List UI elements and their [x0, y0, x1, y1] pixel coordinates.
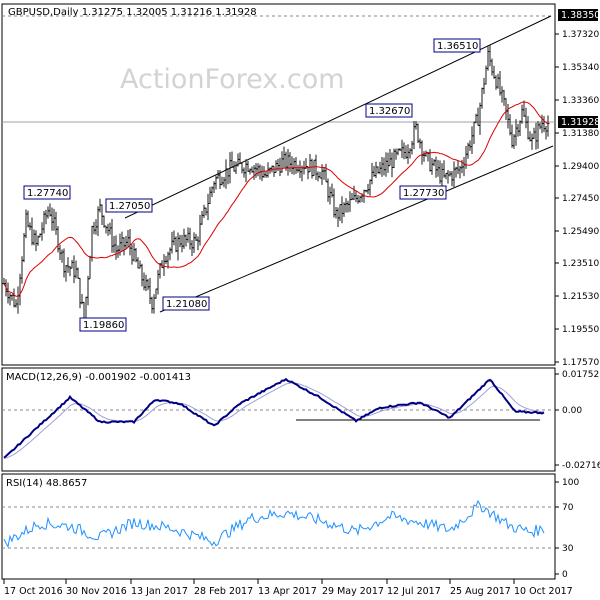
price-tick-label: 1.35340 — [562, 63, 599, 73]
price-tick-label: 1.29400 — [562, 162, 599, 172]
price-annotation: 1.32670 — [365, 103, 413, 118]
time-tick-label: 30 Nov 2016 — [66, 586, 127, 597]
top-level-tag — [558, 9, 598, 21]
macd-main-line — [3, 377, 545, 459]
time-axis: 17 Oct 2016 30 Nov 2016 13 Jan 2017 28 Feb … — [3, 579, 573, 597]
price-annotation-label: 1.19860 — [83, 320, 124, 331]
price-tick-label: 1.33360 — [562, 96, 599, 106]
price-annotation-label: 1.21080 — [166, 299, 207, 310]
rsi-line — [3, 499, 545, 549]
price-tick-label: 1.23510 — [562, 259, 599, 269]
price-tick-label: 1.21530 — [562, 292, 599, 302]
channel-lower-line — [159, 145, 554, 313]
macd-panel: MACD(12,26,9) -0.001902 -0.001413 0.0175… — [1, 367, 600, 472]
price-annotation-label: 1.36510 — [437, 41, 478, 52]
price-annotation: 1.21080 — [162, 296, 210, 311]
price-tick-label: 1.27450 — [562, 194, 599, 204]
time-tick-label: 10 Oct 2017 — [514, 586, 573, 597]
rsi-tick-label: 30 — [562, 544, 574, 554]
time-tick-label: 29 May 2017 — [322, 586, 384, 597]
rsi-title: RSI(14) 48.8657 — [6, 478, 87, 489]
rsi-panel-frame — [1, 473, 556, 580]
price-panel-frame — [1, 3, 556, 366]
price-tick-label: 1.19550 — [562, 325, 599, 335]
price-tick-label: 1.31380 — [562, 129, 599, 139]
time-tick-label: 28 Feb 2017 — [194, 586, 253, 597]
rsi-axis: 100 70 30 0 — [555, 478, 579, 580]
macd-title: MACD(12,26,9) -0.001902 -0.001413 — [6, 372, 191, 383]
top-level-tag-text: 1.38350 — [561, 10, 600, 21]
moving-average-line — [3, 101, 549, 297]
price-annotation: 1.36510 — [433, 38, 481, 53]
rsi-tick-label: 70 — [562, 503, 574, 513]
price-annotation-label: 1.27050 — [109, 201, 150, 212]
price-annotations: 1.36510 1.32670 1.27740 1.27050 1.27730 1.210… — [23, 38, 481, 332]
time-tick-label: 17 Oct 2016 — [4, 586, 63, 597]
time-tick-label: 13 Jan 2017 — [131, 586, 188, 597]
price-annotation: 1.27740 — [23, 185, 71, 200]
price-annotation: 1.27050 — [105, 198, 153, 213]
price-annotation: 1.19860 — [79, 317, 127, 332]
macd-axis: 0.017521 0.00 -0.027169 — [555, 370, 600, 471]
price-annotation-label: 1.27740 — [27, 188, 68, 199]
current-price-tag-text: 1.31928 — [561, 117, 600, 128]
macd-tick-label: -0.027169 — [562, 461, 600, 471]
price-panel: ActionForex.com GBPUSD,Daily 1.31275 1.3… — [1, 3, 600, 368]
rsi-tick-label: 100 — [562, 478, 579, 488]
price-tick-label: 1.37320 — [562, 30, 599, 40]
price-tick-label: 1.25490 — [562, 227, 599, 237]
watermark: ActionForex.com — [120, 64, 345, 95]
price-axis: 1.37320 1.35340 1.33360 1.31380 1.29400 1.274… — [555, 30, 599, 368]
time-tick-label: 25 Aug 2017 — [450, 586, 511, 597]
rsi-tick-label: 0 — [562, 570, 568, 580]
price-annotation: 1.27730 — [399, 185, 447, 200]
price-bar — [546, 115, 550, 137]
price-right-tags: 1.38350 1.31928 — [558, 9, 600, 128]
price-annotation-label: 1.32670 — [369, 106, 410, 117]
time-tick-label: 13 Apr 2017 — [258, 586, 317, 597]
price-tick-label: 1.17570 — [562, 358, 599, 368]
time-tick-label: 12 Jul 2017 — [387, 586, 441, 597]
current-price-tag — [558, 116, 598, 128]
symbol-label: GBPUSD,Daily 1.31275 1.32005 1.31216 1.3… — [8, 7, 257, 18]
rsi-panel: RSI(14) 48.8657 100 70 30 0 — [1, 473, 579, 580]
macd-tick-label: 0.00 — [562, 406, 582, 416]
macd-tick-label: 0.017521 — [562, 370, 600, 380]
price-annotation-label: 1.27730 — [403, 188, 444, 199]
